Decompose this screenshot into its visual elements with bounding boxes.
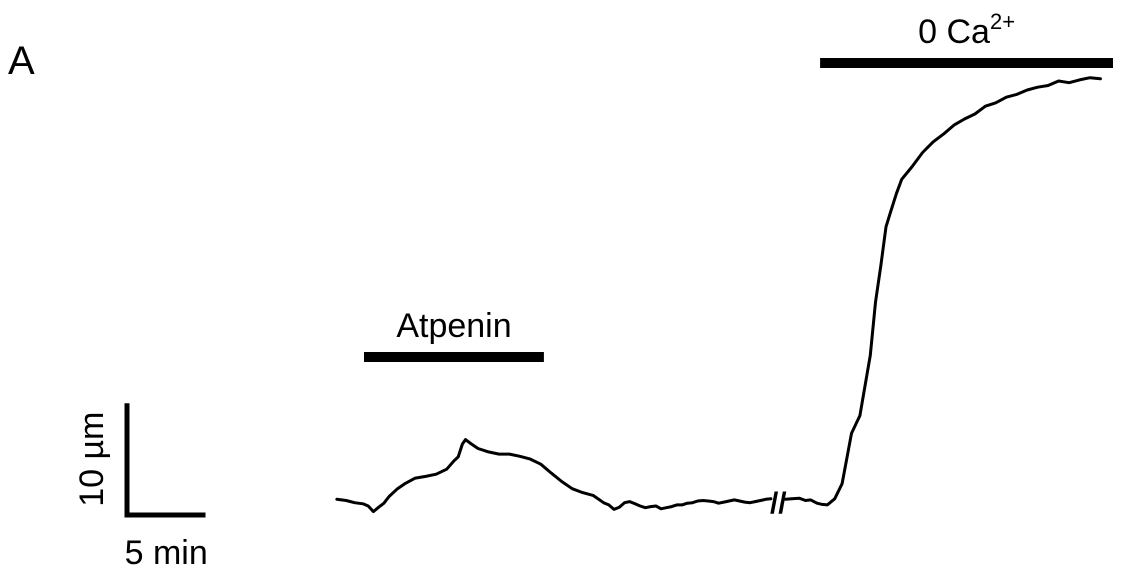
scale-bar: 5 min 10 µm [73,403,208,572]
stimulus-bars: Atpenin 0 Ca2+ [364,9,1113,362]
traces [335,76,1102,514]
trace-segment-1 [335,438,773,514]
scale-bar-distance-label: 10 µm [73,412,111,507]
stimulus-bar-superscript: 2+ [990,9,1015,34]
scale-bar-time-label: 5 min [125,534,208,572]
trace-segment-2 [784,76,1102,507]
stimulus-bar-label-1: Atpenin [396,307,511,345]
axis-break-marker: // [770,487,787,520]
panel-label: A [8,39,35,83]
scale-bar-lines [124,403,206,518]
stimulus-bar-label-2: 0 Ca2+ [918,9,1015,51]
